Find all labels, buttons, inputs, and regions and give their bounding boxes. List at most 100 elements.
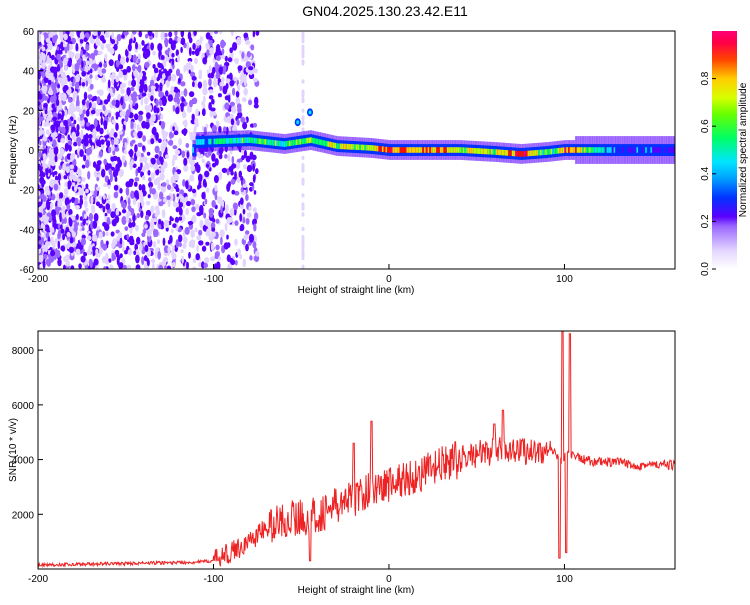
spectrogram-cell xyxy=(63,57,66,65)
spectrogram-cell xyxy=(175,187,180,193)
spectrogram-cell xyxy=(439,147,442,153)
spectrogram-cell xyxy=(137,201,141,209)
spectrogram-cell xyxy=(113,184,119,191)
spectrogram-cell xyxy=(636,147,639,153)
spectrogram-cell xyxy=(111,252,115,262)
spectrogram-cell xyxy=(245,194,249,201)
spectrogram-cell xyxy=(131,94,135,100)
spectrogram-cell xyxy=(497,149,500,156)
spectrogram-cell xyxy=(532,150,535,156)
spectrogram-cell xyxy=(144,214,150,221)
spectrogram-cell xyxy=(232,202,238,211)
spectrogram-cell xyxy=(105,43,111,49)
spectrogram-cell xyxy=(49,147,52,155)
spectrogram-cell xyxy=(155,31,158,39)
snr-y-tick-label: 8000 xyxy=(12,346,35,357)
spectrogram-cell xyxy=(79,227,82,232)
spectrogram-cell xyxy=(79,38,84,44)
spectrogram-cell xyxy=(154,205,160,213)
spectrogram-cell xyxy=(662,147,665,153)
spectrogram-cell xyxy=(134,190,139,199)
spectrogram-cell xyxy=(232,137,235,144)
spectrogram-cell xyxy=(242,217,246,224)
spectrogram-cell xyxy=(175,49,179,57)
spectrogram-cell xyxy=(127,205,132,210)
spectrogram-cell xyxy=(64,197,70,207)
spectrogram-cell xyxy=(134,243,138,251)
spectrogram-cell xyxy=(43,155,47,162)
spectrogram-cell xyxy=(590,147,593,153)
spectrogram-cell xyxy=(453,147,456,153)
spectrogram-cell xyxy=(198,229,203,236)
spectrogram-cell xyxy=(218,66,224,75)
spectrogram-cell xyxy=(137,126,142,132)
spectrogram-cell xyxy=(57,126,63,132)
spectrogram-cell xyxy=(211,200,216,208)
spectrogram-cell xyxy=(123,149,127,155)
spectrogram-cell xyxy=(218,171,223,181)
spectrogram-cell xyxy=(50,54,55,61)
spectrogram-cell xyxy=(150,205,155,214)
spectrogram-cell xyxy=(615,147,618,153)
spectrogram-cell xyxy=(210,242,215,252)
spectrogram-cell xyxy=(341,143,344,150)
spectrogram-cell xyxy=(219,31,223,35)
spectrogram-cell xyxy=(56,46,60,51)
spectrogram-cell xyxy=(652,147,655,153)
spectrogram-cell xyxy=(180,81,186,87)
spectrogram-cell xyxy=(246,164,253,173)
spectrogram-cell xyxy=(134,177,140,182)
spectrogram-cell xyxy=(211,138,214,145)
spectrogram-cell xyxy=(38,254,44,263)
spectrogram-cell xyxy=(169,234,173,244)
spectrogram-cell xyxy=(184,226,190,235)
spectrogram-cell xyxy=(137,166,141,174)
spectrogram-cell xyxy=(56,53,61,61)
spectrogram-cell xyxy=(192,266,197,269)
spectrogram-cell xyxy=(531,150,534,156)
spectrogram-cell xyxy=(480,148,483,154)
spectrogram-cell xyxy=(285,141,288,147)
spectrogram-cell xyxy=(80,255,86,263)
spectrogram-cell xyxy=(52,94,57,102)
spectrogram-cell xyxy=(50,202,54,209)
spectrogram-cell xyxy=(92,95,98,101)
spectrogram-cell xyxy=(243,164,247,170)
spectrogram-cell xyxy=(69,164,74,170)
spectrogram-cell xyxy=(108,146,112,154)
spectrogram-cell xyxy=(251,154,257,161)
spectrogram-cell xyxy=(81,103,87,111)
spectrogram-cell xyxy=(276,140,279,147)
spectrogram-cell xyxy=(527,150,530,157)
spectrogram-cell xyxy=(304,138,307,144)
spectrogram-cell xyxy=(151,258,156,264)
spectrogram-cell xyxy=(98,89,102,94)
spectrogram-cell xyxy=(394,147,397,153)
spectrogram-cell xyxy=(170,186,174,192)
spectrogram-cell xyxy=(301,234,305,240)
spectrogram-cell xyxy=(212,66,216,74)
spectrogram-cell xyxy=(594,147,597,153)
figure-title: GN04.2025.130.23.42.E11 xyxy=(302,3,468,19)
spectrogram-cell xyxy=(213,175,219,184)
spectrogram-cell xyxy=(573,147,576,153)
spectrogram-cell xyxy=(76,94,80,103)
spectrogram-cell xyxy=(119,111,125,118)
spectrogram-cell xyxy=(336,143,339,149)
spectrogram-cell xyxy=(107,79,111,89)
spectrogram-cell xyxy=(215,138,218,145)
spectrogram-cell xyxy=(38,93,43,100)
spectrogram-cell xyxy=(38,41,42,46)
spectrogram-cell xyxy=(244,78,247,87)
spectrogram-cell xyxy=(229,138,232,144)
spectrogram-cell xyxy=(38,112,41,118)
spectrogram-cell xyxy=(110,39,116,45)
spectrogram-cell xyxy=(631,147,634,153)
spectrogram-cell xyxy=(135,264,141,269)
spectrogram-cell xyxy=(111,161,116,166)
spectrogram-cell xyxy=(253,137,256,144)
spectrogram-cell xyxy=(303,138,305,144)
spectrogram-cell xyxy=(157,138,162,144)
spectrogram-cell xyxy=(170,124,174,133)
